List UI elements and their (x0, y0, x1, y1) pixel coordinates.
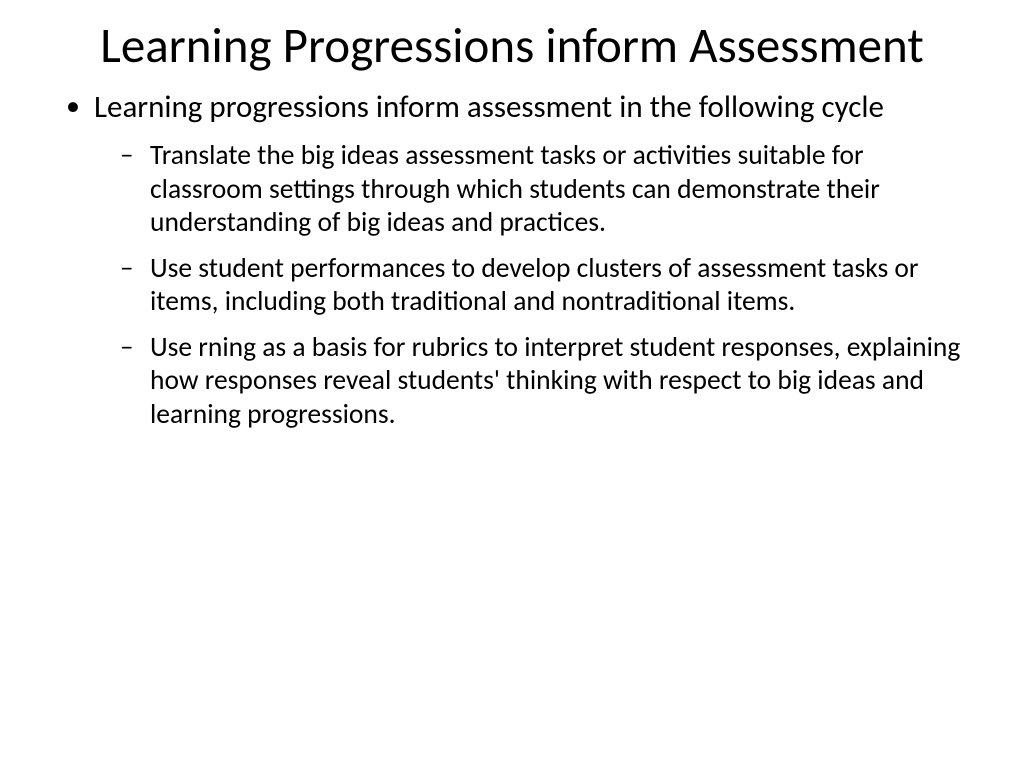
bullet-text: Use rning as a basis for rubrics to inte… (150, 331, 960, 431)
slide-title: Learning Progressions inform Assessment (50, 18, 974, 74)
bullet-list-level1: Learning progressions inform assessment … (50, 88, 974, 431)
bullet-text: Translate the big ideas assessment tasks… (150, 139, 880, 239)
list-item: Translate the big ideas assessment tasks… (150, 139, 974, 240)
list-item: Use student performances to develop clus… (150, 252, 974, 319)
bullet-list-level2: Translate the big ideas assessment tasks… (94, 139, 974, 431)
bullet-text: Use student performances to develop clus… (150, 252, 919, 319)
slide-container: Learning Progressions inform Assessment … (0, 0, 1024, 768)
bullet-text: Learning progressions inform assessment … (94, 88, 884, 126)
list-item: Use rning as a basis for rubrics to inte… (150, 331, 974, 432)
list-item: Learning progressions inform assessment … (94, 88, 974, 431)
